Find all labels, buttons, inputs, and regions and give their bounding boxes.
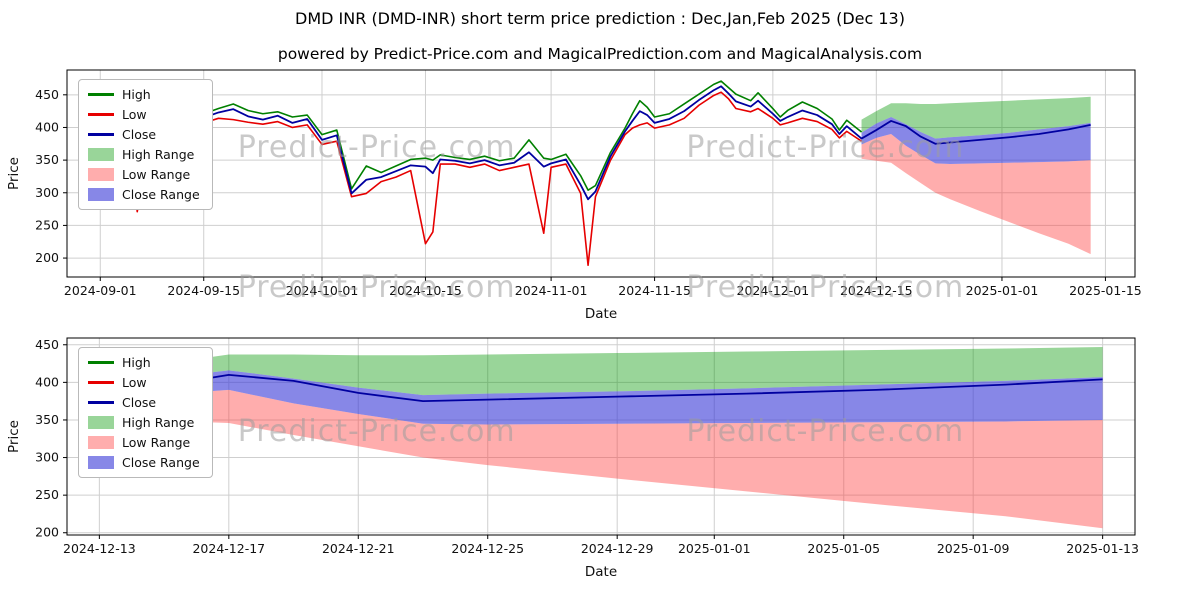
svg-text:2025-01-09: 2025-01-09 [937, 541, 1010, 556]
svg-text:2024-11-15: 2024-11-15 [618, 283, 691, 298]
svg-text:300: 300 [35, 185, 59, 200]
svg-text:2024-11-01: 2024-11-01 [515, 283, 588, 298]
legend-item-close-range: Close Range [88, 187, 200, 202]
svg-text:450: 450 [35, 87, 59, 102]
legend-label-close: Close [122, 127, 157, 142]
svg-text:350: 350 [35, 152, 59, 167]
high-range-swatch [88, 148, 114, 161]
svg-text:2025-01-13: 2025-01-13 [1066, 541, 1139, 556]
svg-text:2024-10-01: 2024-10-01 [286, 283, 359, 298]
close-line-swatch [88, 133, 114, 136]
svg-text:2025-01-01: 2025-01-01 [678, 541, 751, 556]
bottom-prediction-chart: 2024-12-13 2024-12-17 2024-12-21 2024-12-25… [6, 337, 1139, 580]
legend-label-high-range: High Range [122, 415, 195, 430]
legend-item-low-range: Low Range [88, 167, 200, 182]
legend-item-low: Low [88, 375, 200, 390]
svg-text:2024-09-15: 2024-09-15 [167, 283, 240, 298]
svg-text:2024-12-15: 2024-12-15 [840, 283, 913, 298]
close-range-swatch [88, 188, 114, 201]
legend-item-low-range: Low Range [88, 435, 200, 450]
close-range-swatch [88, 456, 114, 469]
figure-title: DMD INR (DMD-INR) short term price predi… [295, 9, 905, 28]
svg-text:300: 300 [35, 450, 59, 465]
legend-label-high: High [122, 355, 151, 370]
svg-text:400: 400 [35, 374, 59, 389]
svg-text:450: 450 [35, 337, 59, 352]
svg-text:2024-09-01: 2024-09-01 [64, 283, 137, 298]
legend-label-low: Low [122, 375, 147, 390]
low-line-swatch [88, 381, 114, 384]
high-range-swatch [88, 416, 114, 429]
legend-label-close-range: Close Range [122, 187, 200, 202]
svg-text:Price: Price [6, 420, 22, 453]
svg-text:2025-01-01: 2025-01-01 [966, 283, 1039, 298]
svg-text:400: 400 [35, 119, 59, 134]
legend-label-low-range: Low Range [122, 435, 191, 450]
svg-text:2024-10-15: 2024-10-15 [389, 283, 462, 298]
legend-item-high-range: High Range [88, 147, 200, 162]
legend-label-low: Low [122, 107, 147, 122]
legend-item-high: High [88, 87, 200, 102]
svg-text:Price: Price [6, 157, 22, 190]
close-line-swatch [88, 401, 114, 404]
legend-item-high: High [88, 355, 200, 370]
top-chart-legend: High Low Close High Range Low Range Clos… [78, 79, 213, 210]
legend-label-high: High [122, 87, 151, 102]
legend-item-low: Low [88, 107, 200, 122]
legend-item-close-range: Close Range [88, 455, 200, 470]
legend-label-close-range: Close Range [122, 455, 200, 470]
legend-label-high-range: High Range [122, 147, 195, 162]
svg-text:2024-12-17: 2024-12-17 [192, 541, 265, 556]
svg-text:250: 250 [35, 217, 59, 232]
svg-text:Date: Date [585, 564, 617, 580]
svg-text:250: 250 [35, 487, 59, 502]
svg-text:2024-12-25: 2024-12-25 [451, 541, 524, 556]
svg-text:2025-01-05: 2025-01-05 [807, 541, 880, 556]
low-range-swatch [88, 168, 114, 181]
low-range-swatch [88, 436, 114, 449]
svg-text:350: 350 [35, 412, 59, 427]
svg-text:200: 200 [35, 250, 59, 265]
svg-text:2024-12-13: 2024-12-13 [63, 541, 136, 556]
svg-text:2024-12-29: 2024-12-29 [581, 541, 654, 556]
high-line-swatch [88, 93, 114, 96]
svg-text:2024-12-01: 2024-12-01 [737, 283, 810, 298]
legend-label-close: Close [122, 395, 157, 410]
low-line-swatch [88, 113, 114, 116]
bottom-chart-legend: High Low Close High Range Low Range Clos… [78, 347, 213, 478]
legend-item-close: Close [88, 395, 200, 410]
svg-text:2025-01-15: 2025-01-15 [1069, 283, 1142, 298]
figure-subtitle: powered by Predict-Price.com and Magical… [277, 45, 923, 63]
legend-label-low-range: Low Range [122, 167, 191, 182]
svg-text:Date: Date [585, 306, 617, 322]
high-line-swatch [88, 361, 114, 364]
svg-text:200: 200 [35, 525, 59, 540]
legend-item-high-range: High Range [88, 415, 200, 430]
svg-text:2024-12-21: 2024-12-21 [322, 541, 395, 556]
legend-item-close: Close [88, 127, 200, 142]
